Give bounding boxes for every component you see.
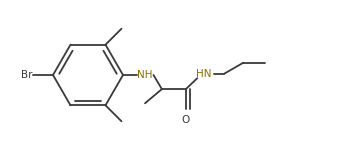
Text: HN: HN xyxy=(196,69,212,79)
Text: NH: NH xyxy=(137,70,153,80)
Text: O: O xyxy=(182,115,190,125)
Text: Br: Br xyxy=(20,70,32,80)
